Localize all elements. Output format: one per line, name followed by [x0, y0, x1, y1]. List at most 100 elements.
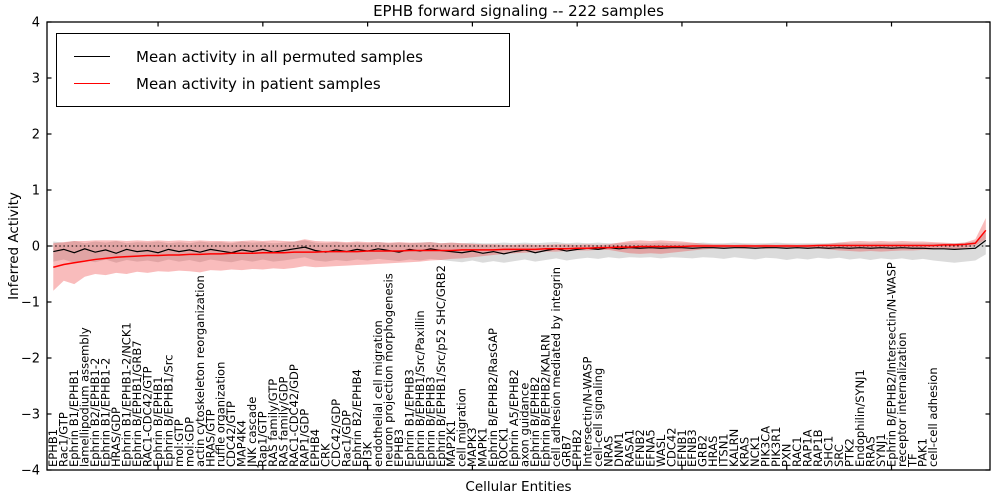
x-category-label: CDC42/GTP	[224, 401, 238, 467]
x-category-label: Rac1/GDP	[339, 410, 353, 467]
permuted-std-band	[53, 232, 986, 263]
x-category-label: EPHB3	[392, 429, 406, 467]
x-category-label: Endophilin/SYNJ1	[853, 369, 867, 467]
x-category-label: RASA1	[622, 429, 636, 467]
x-category-label: Ephrin B1/EPHB1-2	[98, 358, 112, 467]
x-category-label: MAP2K1	[444, 420, 458, 467]
legend-label-patient: Mean activity in patient samples	[136, 74, 381, 93]
x-category-label: MAP4K4	[235, 420, 249, 467]
x-category-label: RAP1B	[811, 429, 825, 467]
x-category-label: ROCK1	[497, 427, 511, 467]
x-category-label: Ephrin B2/EPHB1-2	[88, 358, 102, 467]
x-category-label: HRAS	[706, 436, 720, 467]
y-tick-label: 4	[32, 16, 40, 31]
x-category-label: PTK2	[842, 438, 856, 467]
x-category-label: PXN	[780, 444, 794, 467]
x-category-label: MAPK1	[476, 427, 490, 467]
x-category-label: actin cytoskeleton reorganization	[193, 275, 207, 467]
y-tick-label: 0	[32, 240, 40, 255]
y-tick-label: −3	[21, 408, 40, 423]
x-category-label: SHC1	[821, 436, 835, 467]
y-axis-label: Inferred Activity	[6, 192, 22, 300]
x-category-label: Ephrin B/EPHB1/Src/Paxillin	[413, 310, 427, 467]
x-category-label: endothelial cell migration	[371, 320, 385, 467]
x-category-label: lamellipodium assembly	[78, 327, 92, 467]
x-category-label: Ephrin B2/EPHB4	[350, 369, 364, 467]
x-category-label: Ephrin B/EPHB2/RasGAP	[486, 328, 500, 467]
y-tick-label: −1	[21, 296, 40, 311]
x-category-label: cell-cell adhesion	[926, 367, 940, 467]
x-category-label: CDC42	[664, 427, 678, 467]
x-category-label: PI3K	[360, 441, 374, 467]
x-category-label: EFNB2	[633, 429, 647, 467]
x-category-label: Ephrin B1/EPHB1	[67, 369, 81, 467]
legend-entry-permuted: Mean activity in all permuted samples	[57, 43, 509, 70]
x-category-label: ITSN1	[717, 433, 731, 467]
x-category-label: Ephrin B/EPHB2/Intersectin/N-WASP	[884, 262, 898, 467]
x-category-label: KALRN	[727, 429, 741, 467]
x-category-label: Ephrin B/EPHB2	[528, 376, 542, 467]
x-category-label: Ephrin B1/EPHB3	[402, 369, 416, 467]
y-tick-label: 2	[32, 128, 40, 143]
permuted-mean-line	[53, 239, 987, 255]
x-category-label: CRK	[319, 443, 333, 467]
x-category-label: GRB7	[559, 435, 573, 467]
x-category-label: cell migration	[455, 388, 469, 467]
x-category-label: EFNB3	[685, 429, 699, 467]
x-category-label: Ephrin A5/EPHB2	[507, 369, 521, 467]
x-category-label: RAP1/GDP	[298, 409, 312, 467]
x-category-label: SRC	[832, 444, 846, 467]
x-category-label: ruffle organization	[214, 362, 228, 467]
x-category-label: SYNJ1	[874, 433, 888, 467]
x-category-label: RAS family/GDP	[277, 377, 291, 467]
x-category-label: EFNB1	[675, 429, 689, 467]
x-category-label: PAK1	[916, 438, 930, 467]
x-category-label: EPHB2	[570, 429, 584, 467]
y-tick-label: 1	[32, 184, 40, 199]
x-category-label: EPHB1	[46, 429, 60, 467]
x-category-label: neuron projection morphogenesis	[381, 273, 395, 467]
x-category-label: Ephrin B/EPHB1/GRB7	[130, 340, 144, 467]
x-category-label: Ephrin B/EPHB2/KALRN	[539, 334, 553, 467]
x-category-label: MAPK3	[465, 427, 479, 467]
x-category-label: PIK3R1	[769, 427, 783, 468]
x-category-label: Rap1/GTP	[256, 411, 270, 467]
x-axis-label: Cellular Entities	[465, 479, 572, 495]
x-category-label: RAS family/GTP	[266, 379, 280, 467]
x-category-label: KRAS	[738, 437, 752, 467]
permuted-line-swatch	[74, 56, 110, 57]
x-category-label: RRAS	[863, 436, 877, 467]
x-category-label: GRB2	[696, 435, 710, 467]
x-category-label: Ephrin B/EPHB1/Src/p52 SHC/GRB2	[434, 265, 448, 467]
x-category-label: Intersectin/N-WASP	[580, 357, 594, 467]
patient-mean-line	[53, 229, 987, 269]
x-category-label: cell-cell signaling	[591, 368, 605, 467]
x-category-label: Ephrin B1/EPHB1-2/NCK1	[119, 322, 133, 467]
x-category-label: cell adhesion mediated by integrin	[549, 267, 563, 467]
y-tick-label: −2	[21, 352, 40, 367]
x-category-label: Ephrin B/EPHB1/Src	[161, 354, 175, 467]
x-category-label: EPHB4	[308, 429, 322, 467]
x-category-label: JNK cascade	[245, 397, 259, 468]
x-category-label: CDC42/GDP	[329, 399, 343, 467]
x-category-label: receptor internalization	[895, 332, 909, 467]
x-category-label: mol:GDP	[182, 417, 196, 467]
x-category-label: Rac1/GTP	[57, 412, 71, 467]
x-category-label: RAC1-CDC42/GTP	[140, 366, 154, 467]
x-category-label: mol:GTP	[172, 419, 186, 467]
x-category-label: RAC1-CDC42/GDP	[287, 364, 301, 467]
x-category-label: HRAS/GDP	[109, 407, 123, 467]
y-tick-label: 3	[32, 72, 40, 87]
x-category-label: PIK3CA	[759, 426, 773, 467]
x-category-label: axon guidance	[518, 383, 532, 467]
patient-std-band	[53, 218, 986, 291]
chart-title: EPHB forward signaling -- 222 samples	[373, 2, 664, 20]
x-category-label: NCK1	[748, 436, 762, 468]
x-category-label: HRAS/GTP	[203, 409, 217, 467]
x-category-label: EFNA5	[643, 429, 657, 467]
x-category-label: Ephrin B/EPHB3	[423, 376, 437, 467]
legend-box: Mean activity in all permuted samples Me…	[56, 33, 510, 107]
legend-entry-patient: Mean activity in patient samples	[57, 70, 509, 97]
